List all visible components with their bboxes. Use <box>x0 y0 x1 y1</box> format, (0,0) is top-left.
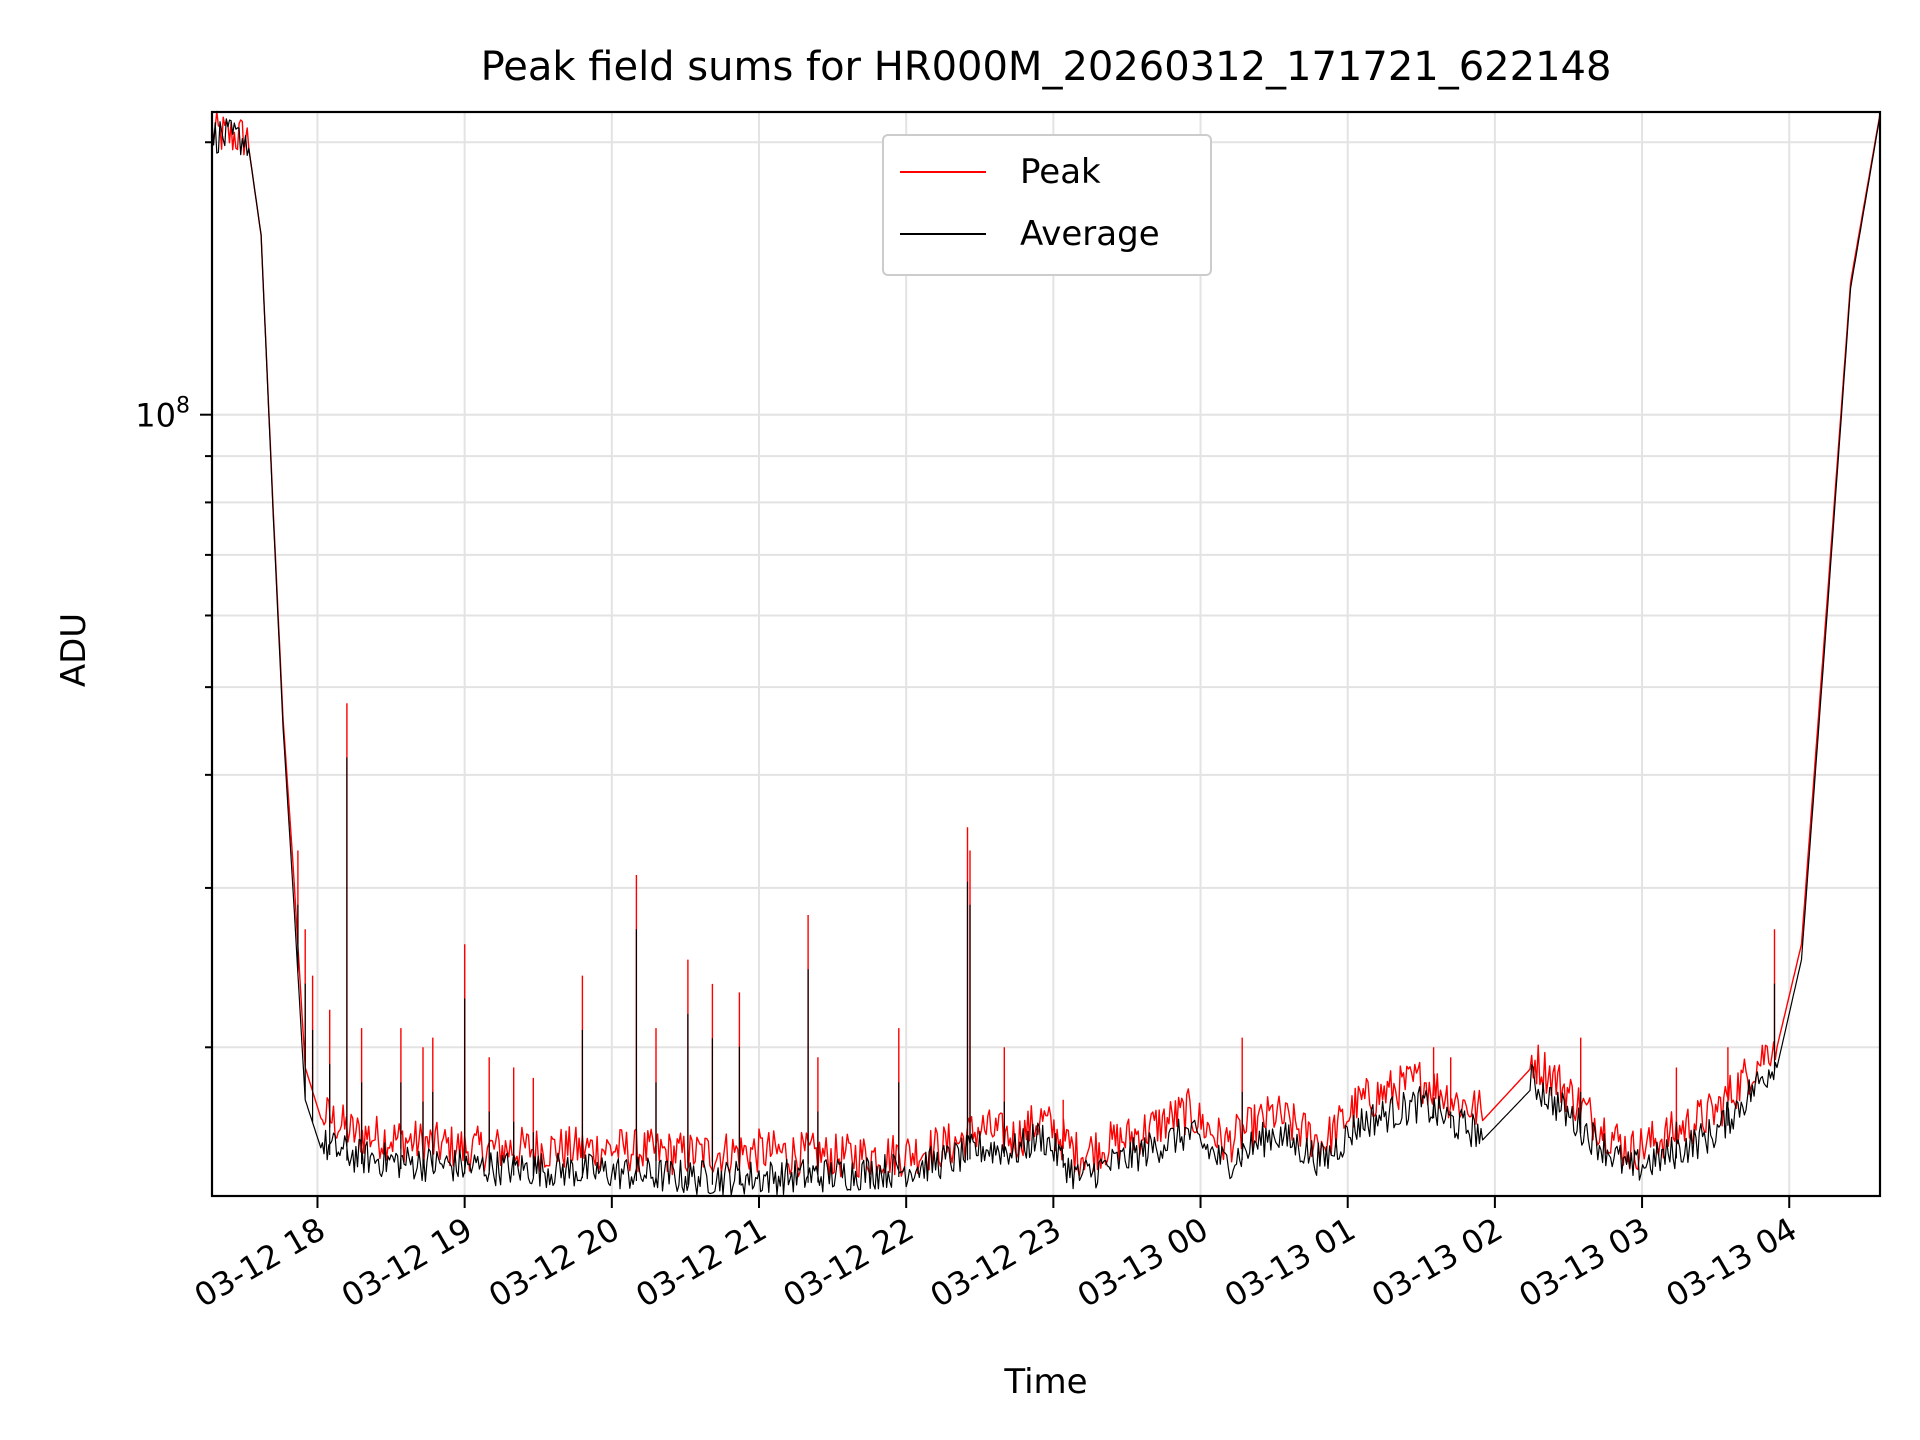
x-tick-label: 03-13 04 <box>1660 1210 1804 1315</box>
x-tick-label: 03-12 22 <box>777 1210 921 1315</box>
x-tick-label: 03-13 02 <box>1365 1210 1509 1315</box>
chart-title: Peak field sums for HR000M_20260312_1717… <box>480 44 1612 90</box>
x-tick-label: 03-12 18 <box>188 1210 332 1315</box>
series-line-average <box>211 115 1881 1196</box>
x-tick-label: 03-13 01 <box>1218 1210 1362 1315</box>
legend-swatch-peak <box>900 171 986 173</box>
x-axis-label: Time <box>1004 1362 1088 1402</box>
legend-item-average: Average <box>900 214 1160 254</box>
y-tick-label: 108 <box>135 394 190 435</box>
x-tick-label: 03-13 03 <box>1512 1210 1656 1315</box>
x-tick-label: 03-13 00 <box>1071 1210 1215 1315</box>
legend-swatch-average <box>900 233 986 235</box>
grid <box>212 112 1880 1196</box>
legend-item-peak: Peak <box>900 152 1101 192</box>
series-group <box>211 110 1881 1196</box>
legend-label-average: Average <box>1020 214 1160 254</box>
x-tick-label: 03-12 23 <box>924 1210 1068 1315</box>
legend-label-peak: Peak <box>1020 152 1101 192</box>
x-tick-label: 03-12 20 <box>482 1210 626 1315</box>
plot-frame <box>210 110 1882 1198</box>
legend: Peak Average <box>882 134 1212 276</box>
x-tick-label: 03-12 21 <box>629 1210 773 1315</box>
x-tick-label: 03-12 19 <box>335 1210 479 1315</box>
